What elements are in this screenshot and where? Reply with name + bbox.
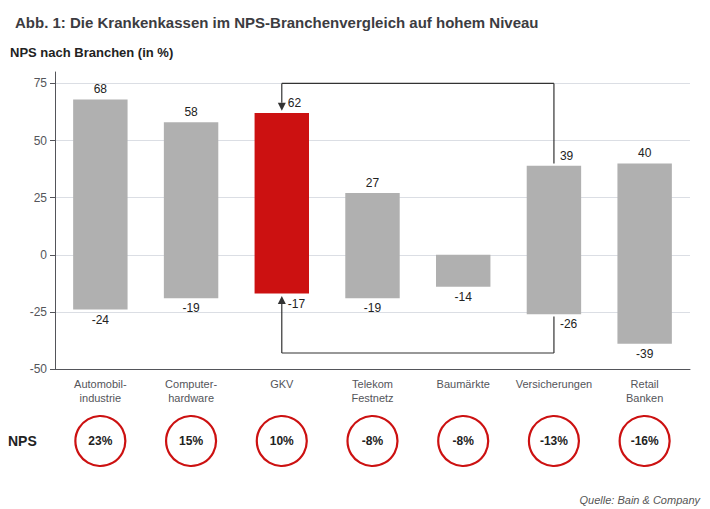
svg-text:Baumärkte: Baumärkte	[437, 378, 490, 390]
svg-text:15%: 15%	[179, 434, 203, 448]
svg-text:50: 50	[34, 134, 48, 148]
svg-text:62: 62	[288, 96, 302, 110]
svg-text:-19: -19	[364, 301, 382, 315]
svg-text:industrie: industrie	[80, 392, 122, 404]
svg-text:Versicherungen: Versicherungen	[516, 378, 592, 390]
svg-text:23%: 23%	[88, 434, 112, 448]
svg-text:39: 39	[560, 149, 574, 163]
svg-text:Computer-: Computer-	[165, 378, 217, 390]
svg-text:-26: -26	[560, 317, 578, 331]
svg-text:Festnetz: Festnetz	[351, 392, 393, 404]
svg-text:NPS nach Branchen (in %): NPS nach Branchen (in %)	[10, 45, 173, 60]
svg-text:Banken: Banken	[626, 392, 663, 404]
svg-text:Retail: Retail	[631, 378, 659, 390]
svg-text:25: 25	[34, 191, 48, 205]
svg-text:-39: -39	[636, 347, 654, 361]
svg-text:Abb. 1: Die Krankenkassen im N: Abb. 1: Die Krankenkassen im NPS-Branche…	[15, 14, 539, 31]
svg-text:hardware: hardware	[168, 392, 214, 404]
svg-text:-17: -17	[288, 297, 306, 311]
svg-text:58: 58	[184, 105, 198, 119]
svg-text:68: 68	[94, 82, 108, 96]
svg-text:Telekom: Telekom	[352, 378, 393, 390]
svg-text:-19: -19	[182, 301, 200, 315]
svg-text:0: 0	[40, 248, 47, 262]
svg-text:-50: -50	[30, 362, 48, 376]
svg-text:40: 40	[638, 146, 652, 160]
svg-text:Quelle: Bain & Company: Quelle: Bain & Company	[580, 494, 702, 506]
svg-text:-25: -25	[30, 305, 48, 319]
svg-text:Automobil-: Automobil-	[74, 378, 127, 390]
svg-text:-13%: -13%	[540, 434, 568, 448]
svg-text:-16%: -16%	[631, 434, 659, 448]
svg-text:GKV: GKV	[270, 378, 294, 390]
svg-text:27: 27	[366, 176, 380, 190]
svg-text:-8%: -8%	[362, 434, 384, 448]
svg-text:-14: -14	[455, 290, 473, 304]
svg-text:75: 75	[34, 76, 48, 90]
svg-text:NPS: NPS	[8, 433, 37, 449]
svg-text:10%: 10%	[270, 434, 294, 448]
svg-text:-8%: -8%	[453, 434, 475, 448]
svg-text:-24: -24	[92, 313, 110, 327]
